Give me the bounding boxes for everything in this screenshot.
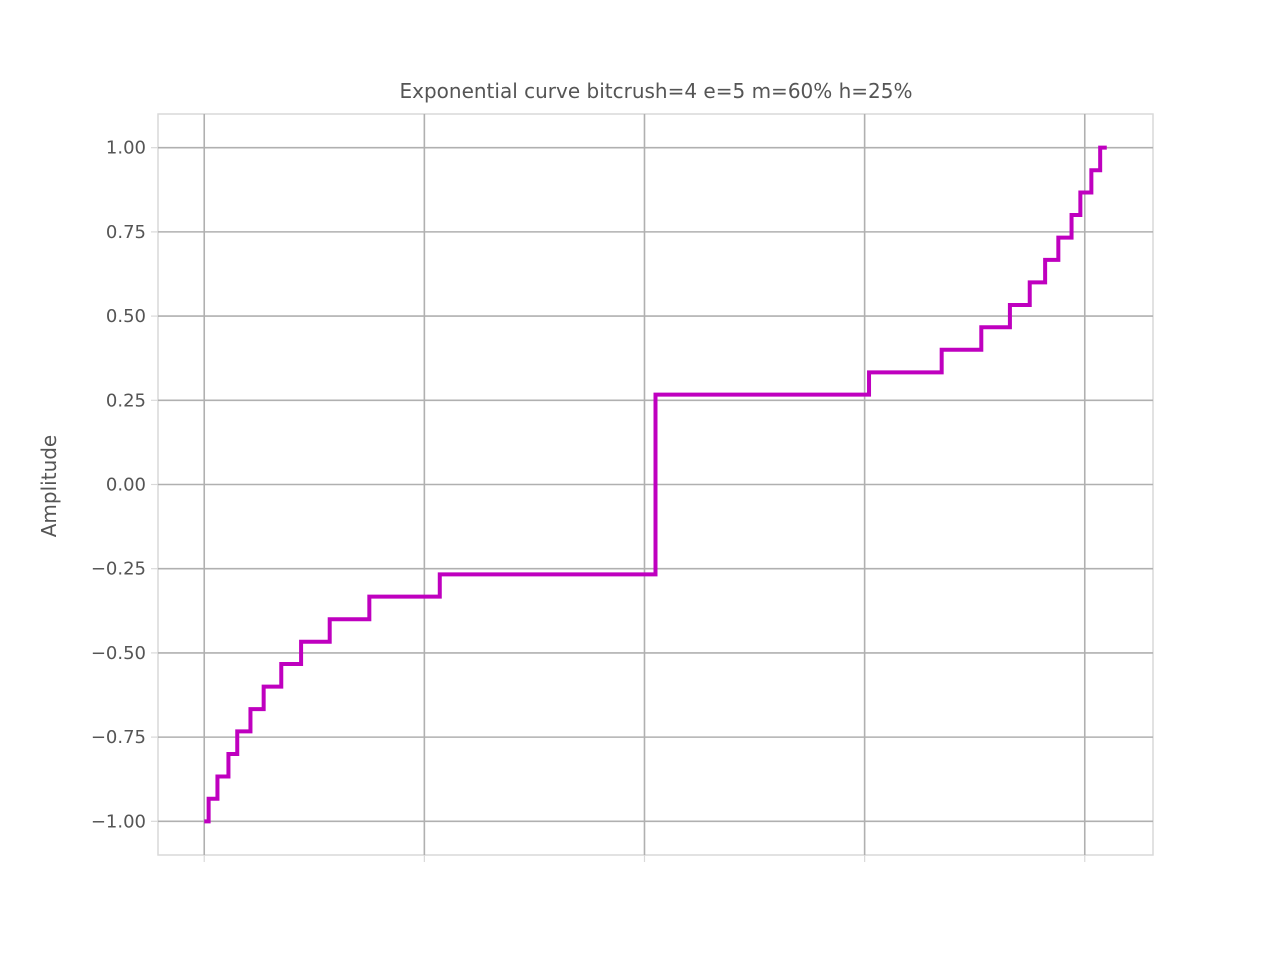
plot-area: −1.00 −0.75 −0.50 −0.25 0.00 0.25 0.50 0.75 1.00 <box>91 113 1154 862</box>
y-axis-label: Amplitude <box>37 435 61 538</box>
chart-title: Exponential curve bitcrush=4 e=5 m=60% h… <box>399 79 912 103</box>
y-tick-label: 0.25 <box>106 390 146 411</box>
y-tick-label: −0.50 <box>91 643 146 664</box>
y-tick-label: −0.25 <box>91 559 146 580</box>
y-tick-label: −0.75 <box>91 727 146 748</box>
series-line <box>204 145 1107 824</box>
y-tick-label: 0.75 <box>106 222 146 243</box>
y-tick-label: 0.50 <box>106 306 146 327</box>
y-tick-label: −1.00 <box>91 811 146 832</box>
y-tick-label: 0.00 <box>106 475 146 496</box>
y-tick-label: 1.00 <box>106 138 146 159</box>
